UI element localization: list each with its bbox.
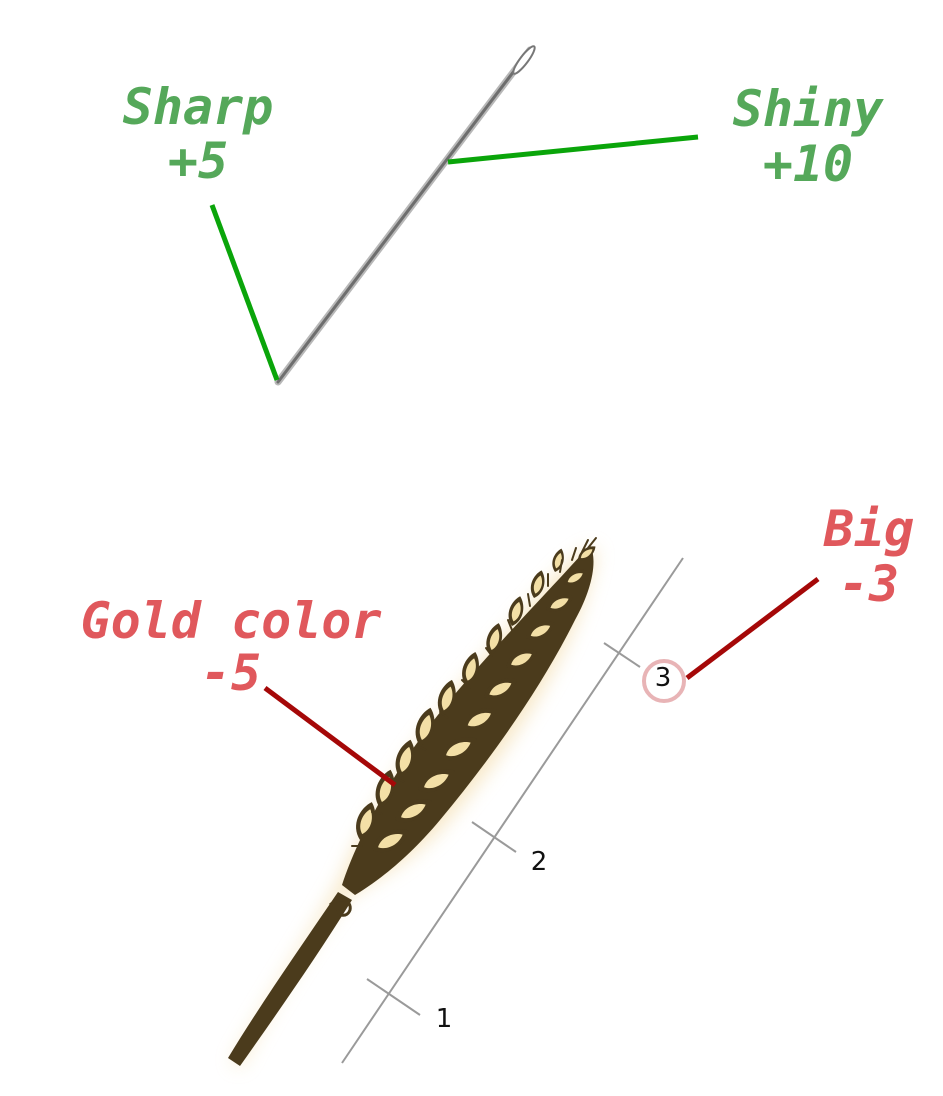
label-gold-color-name: Gold color [80, 592, 381, 650]
label-big-name: Big [823, 500, 914, 558]
label-shiny: Shiny +10 [733, 80, 884, 193]
ruler: 1 2 3 [341, 557, 686, 1064]
label-big: Big -3 [823, 500, 914, 613]
label-big-score: -3 [839, 555, 899, 613]
label-gold-color: Gold color -5 [80, 592, 381, 702]
ruler-tick-label-2: 2 [531, 847, 548, 877]
label-sharp-score: +5 [168, 132, 228, 190]
ruler-tick-mark-1 [366, 978, 421, 1016]
leader-line-shiny [447, 134, 699, 165]
leader-line-gold-color [263, 685, 397, 788]
ruler-tick-label-1: 1 [436, 1004, 453, 1034]
leader-line-big [685, 577, 820, 680]
highlight-circle [642, 659, 686, 703]
label-gold-color-score: -5 [201, 644, 261, 702]
label-sharp: Sharp +5 [123, 78, 274, 190]
leader-line-sharp [209, 204, 280, 381]
wheat-icon [228, 537, 599, 1068]
ruler-tick-label-3: 3 [655, 663, 672, 693]
needle-icon [274, 45, 536, 386]
label-sharp-name: Sharp [123, 78, 274, 136]
ruler-tick-mark-2 [471, 821, 517, 853]
ruler-axis [341, 557, 684, 1064]
ruler-tick-mark-3 [603, 642, 641, 668]
label-shiny-name: Shiny [733, 80, 884, 138]
label-shiny-score: +10 [763, 135, 853, 193]
